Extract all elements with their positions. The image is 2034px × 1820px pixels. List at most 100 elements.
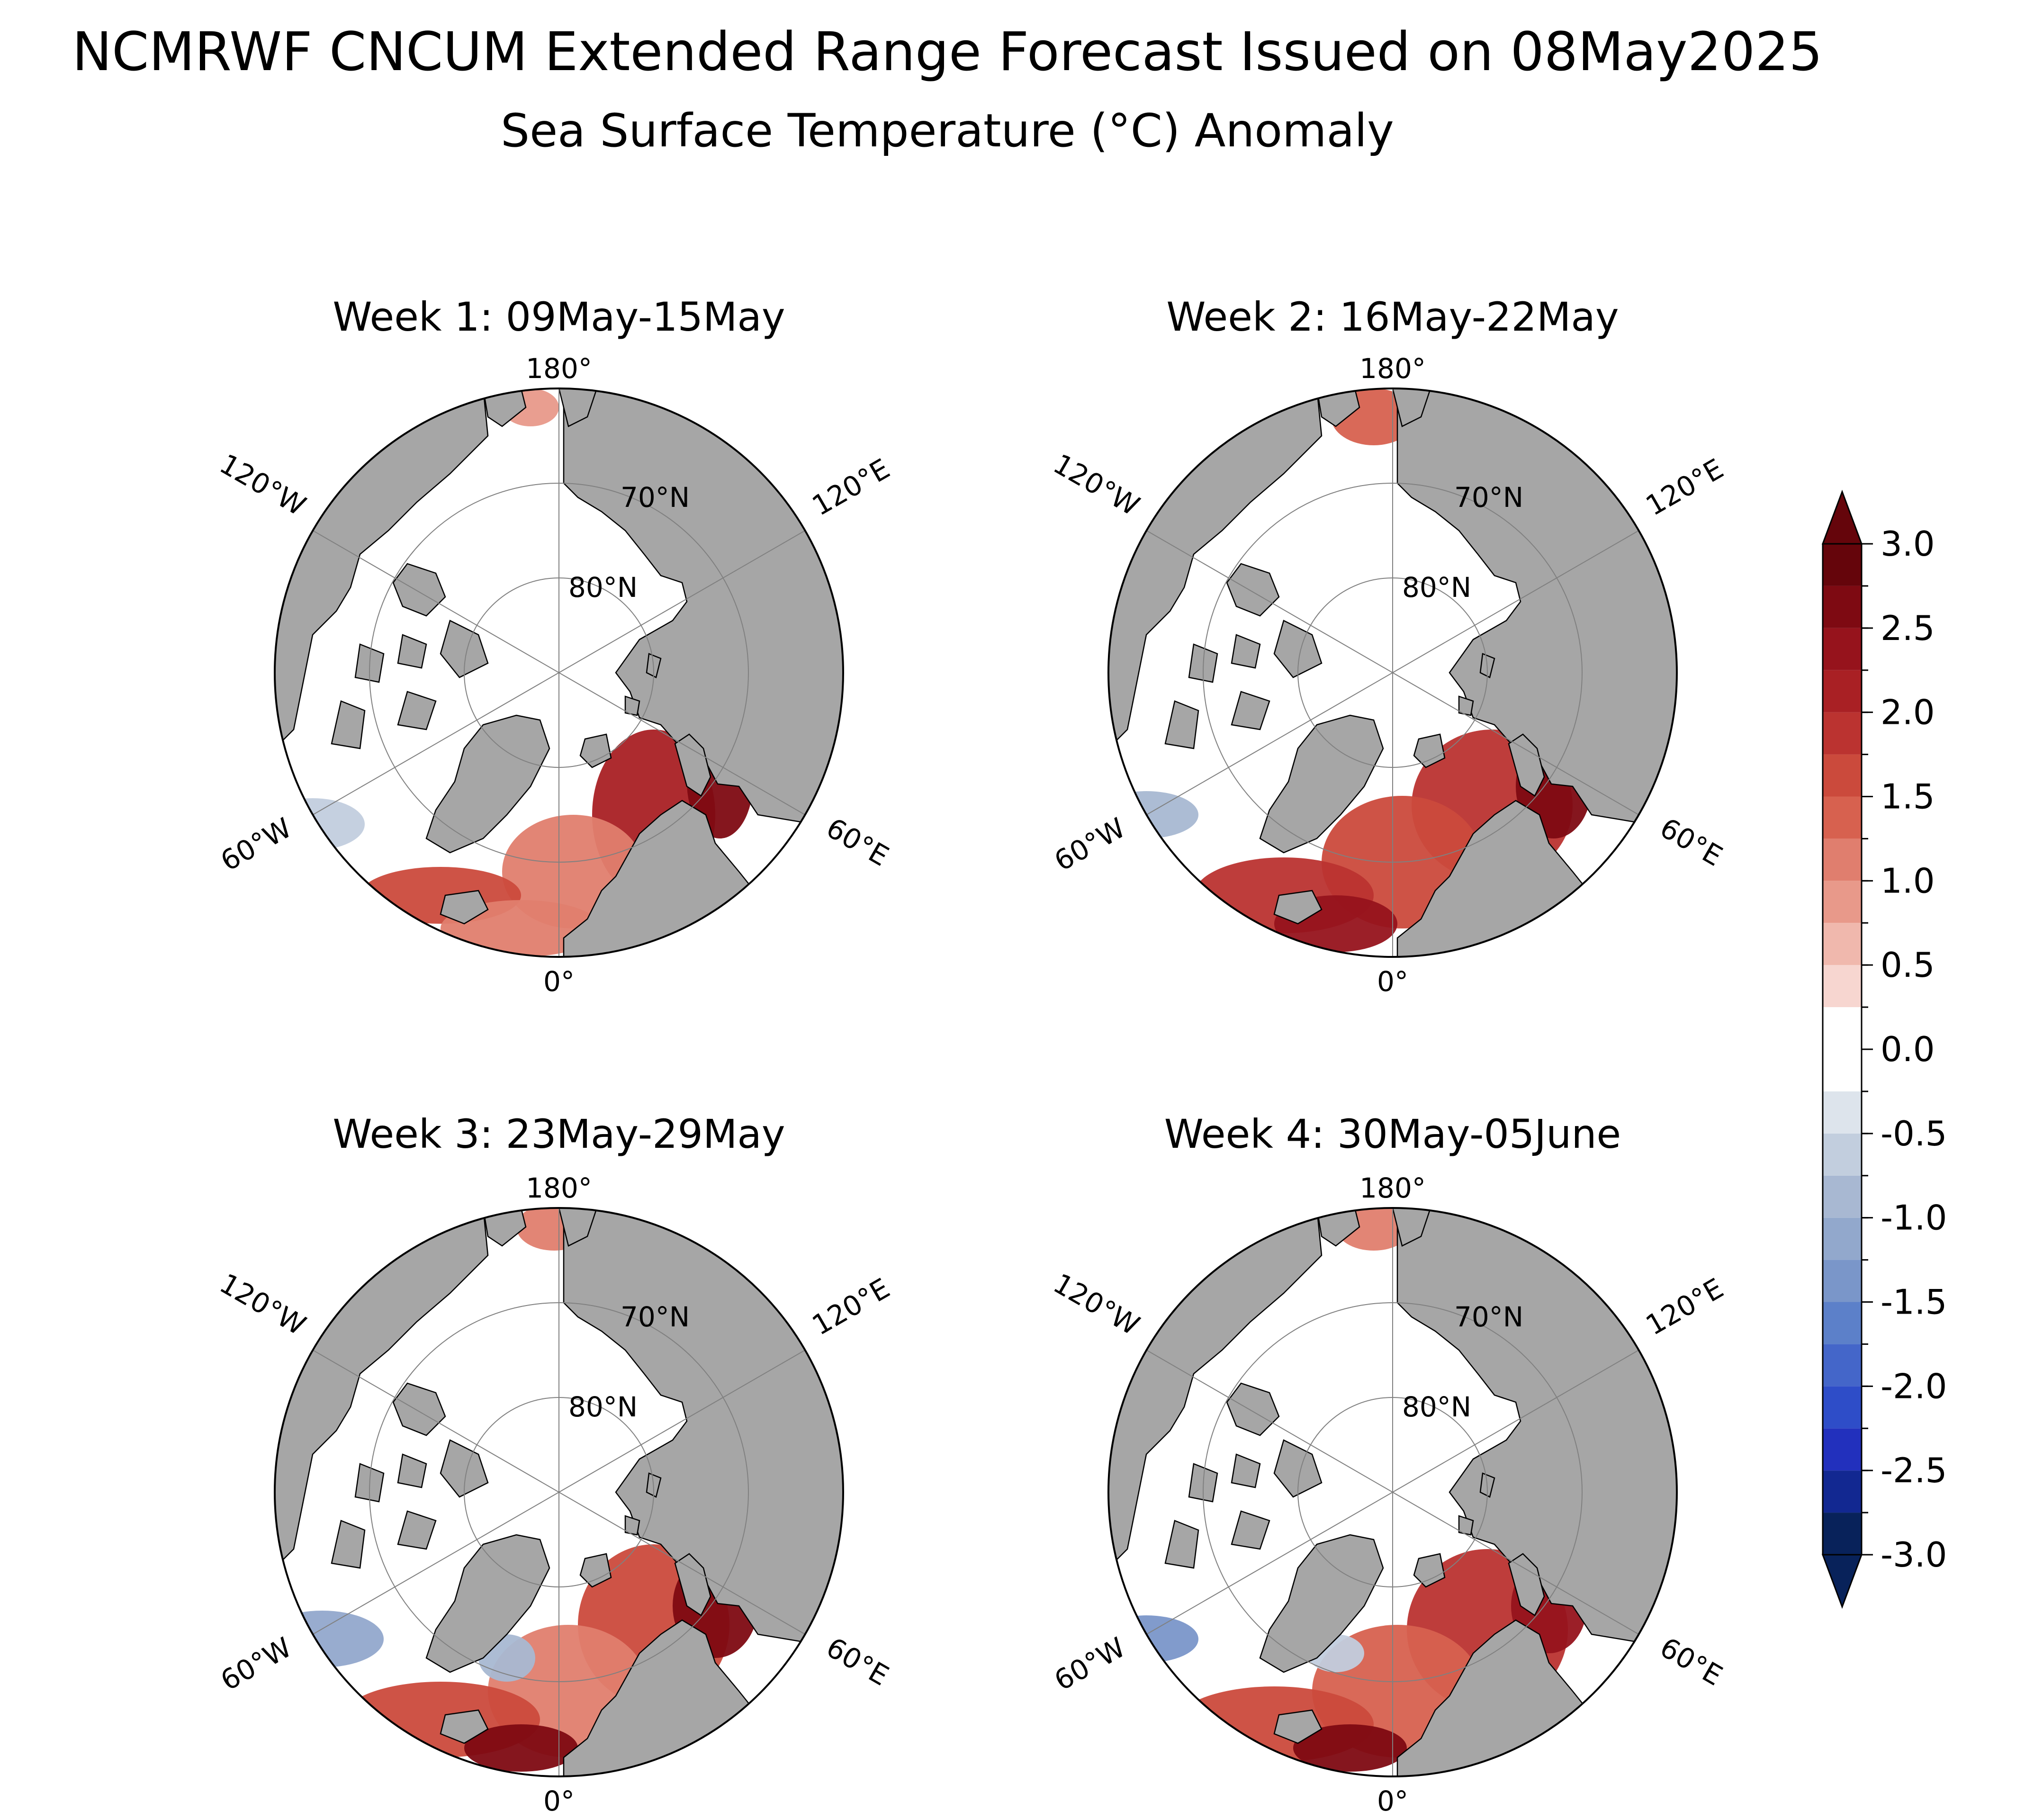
panel-title-week1: Week 1: 09May-15May — [333, 294, 785, 340]
colorbar-tick-label: 1.5 — [1881, 777, 1935, 817]
colorbar-tick-label: -2.5 — [1881, 1451, 1947, 1490]
panel-title-week3: Week 3: 23May-29May — [333, 1111, 785, 1157]
colorbar-segment — [1823, 1470, 1862, 1513]
label-60e: 60°E — [821, 1631, 894, 1692]
label-120w: 120°W — [214, 448, 311, 522]
colorbar-segment — [1823, 712, 1862, 755]
map-boundary — [274, 387, 844, 958]
label-120e: 120°E — [807, 1272, 895, 1342]
label-60w: 60°W — [1049, 1631, 1131, 1697]
meridian-line — [558, 1350, 806, 1493]
label-70n: 70°N — [1454, 481, 1523, 514]
map-panel-2: 180° 0° 120°W 120°E 60°W 60°E 70°N 80°N — [1048, 352, 1728, 998]
label-180: 180° — [1359, 1172, 1426, 1204]
colorbar-segment — [1823, 670, 1862, 712]
colorbar-segment — [1823, 1007, 1862, 1091]
label-80n: 80°N — [568, 571, 638, 604]
panel-title-week4: Week 4: 30May-05June — [1164, 1111, 1621, 1157]
colorbar-extend-high — [1821, 489, 1863, 545]
colorbar-segment — [1823, 1260, 1862, 1302]
label-120e: 120°E — [807, 452, 895, 522]
colorbar-tick-label: 2.5 — [1881, 608, 1935, 648]
colorbar-tick-label: -3.0 — [1881, 1535, 1947, 1575]
colorbar-tick-label: -2.0 — [1881, 1366, 1947, 1406]
label-180: 180° — [1359, 352, 1426, 385]
label-80n: 80°N — [1402, 1391, 1471, 1423]
map-panel-1: 180° 0° 120°W 120°E 60°W 60°E 70°N 80°N — [214, 352, 895, 998]
colorbar-tick-label: 1.0 — [1881, 861, 1935, 901]
label-0: 0° — [1377, 965, 1408, 998]
colorbar-segment — [1823, 754, 1862, 797]
colorbar-segment — [1823, 628, 1862, 670]
meridian-line — [1146, 530, 1393, 673]
colorbar-segment — [1823, 881, 1862, 923]
meridian-line — [1392, 1492, 1639, 1635]
colorbar-tick-label: 0.0 — [1881, 1029, 1935, 1069]
sst-anomaly-patch — [464, 1724, 578, 1772]
colorbar-segment — [1823, 586, 1862, 628]
label-0: 0° — [1377, 1785, 1408, 1817]
label-120e: 120°E — [1640, 1272, 1729, 1342]
map-boundary — [1107, 387, 1678, 958]
map-boundary — [1107, 1207, 1678, 1777]
meridian-line — [1146, 1492, 1393, 1635]
label-120w: 120°W — [1048, 448, 1145, 522]
colorbar-tick-label: -1.5 — [1881, 1282, 1947, 1322]
colorbar-extend-low — [1821, 1554, 1863, 1609]
meridian-line — [312, 1492, 559, 1635]
colorbar-segment — [1823, 1344, 1862, 1387]
label-80n: 80°N — [568, 1391, 638, 1423]
label-70n: 70°N — [621, 1301, 690, 1333]
colorbar-segment — [1823, 1428, 1862, 1471]
label-180: 180° — [526, 352, 592, 385]
colorbar-segment — [1823, 1133, 1862, 1176]
label-180: 180° — [526, 1172, 592, 1204]
colorbar-segment — [1823, 1217, 1862, 1260]
meridian-line — [558, 1492, 806, 1635]
colorbar-segment — [1823, 796, 1862, 839]
colorbar-segment — [1823, 838, 1862, 881]
label-120w: 120°W — [1048, 1267, 1145, 1342]
label-0: 0° — [543, 965, 575, 998]
colorbar-segment — [1823, 923, 1862, 965]
meridian-line — [558, 672, 806, 815]
map-panel-4: 180° 0° 120°W 120°E 60°W 60°E 70°N 80°N — [1048, 1172, 1728, 1817]
meridian-line — [312, 672, 559, 815]
label-70n: 70°N — [1454, 1301, 1523, 1333]
colorbar-tick-label: 3.0 — [1881, 524, 1935, 564]
label-0: 0° — [543, 1785, 575, 1817]
colorbar-segment — [1823, 965, 1862, 1008]
map-panels: 180° 0° 120°W 120°E 60°W 60°E 70°N 80°N 180° 0° 12… — [214, 352, 1728, 1817]
colorbar-segment — [1823, 1513, 1862, 1555]
label-120w: 120°W — [214, 1267, 311, 1342]
colorbar-segment — [1823, 1175, 1862, 1218]
panel-title-week2: Week 2: 16May-22May — [1166, 294, 1619, 340]
colorbar-tick-label: -0.5 — [1881, 1114, 1947, 1153]
meridian-line — [1146, 1350, 1393, 1493]
colorbar-segment — [1823, 1091, 1862, 1134]
label-60w: 60°W — [1049, 811, 1131, 877]
colorbar-segment — [1823, 544, 1862, 586]
meridian-line — [312, 530, 559, 673]
meridian-line — [558, 530, 806, 673]
label-80n: 80°N — [1402, 571, 1471, 604]
colorbar-tick-label: 0.5 — [1881, 945, 1935, 985]
label-120e: 120°E — [1640, 452, 1729, 522]
colorbar-tick-label: -1.0 — [1881, 1198, 1947, 1238]
sst-anomaly-patch — [1293, 1724, 1407, 1772]
label-60w: 60°W — [215, 1631, 297, 1697]
label-60e: 60°E — [821, 811, 894, 873]
colorbar-segment — [1823, 1386, 1862, 1429]
label-70n: 70°N — [621, 481, 690, 514]
figure-title: NCMRWF CNCUM Extended Range Forecast Iss… — [72, 21, 1823, 83]
meridian-line — [1146, 672, 1393, 815]
colorbar-tick-label: 2.0 — [1881, 693, 1935, 732]
label-60e: 60°E — [1655, 811, 1728, 873]
figure-subtitle: Sea Surface Temperature (°C) Anomaly — [501, 104, 1394, 157]
meridian-line — [1392, 530, 1639, 673]
label-60w: 60°W — [215, 811, 297, 877]
map-panel-3: 180° 0° 120°W 120°E 60°W 60°E 70°N 80°N — [214, 1172, 895, 1817]
colorbar-segment — [1823, 1302, 1862, 1344]
map-boundary — [274, 1207, 844, 1777]
